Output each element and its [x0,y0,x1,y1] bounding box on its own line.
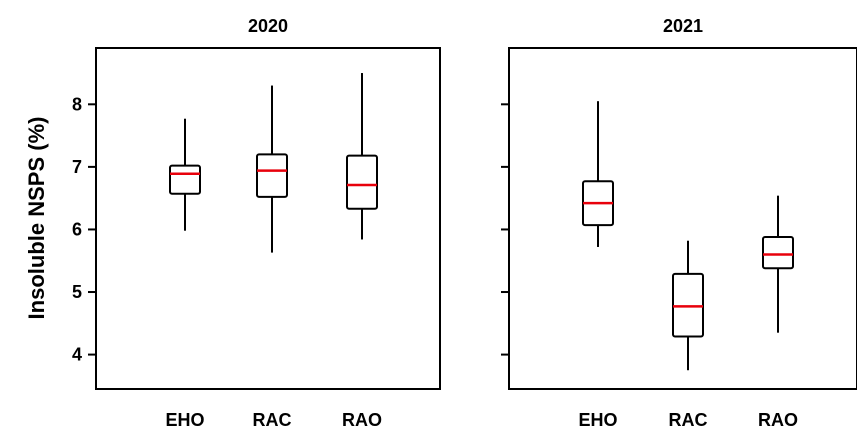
category-label-2021-RAO: RAO [758,410,798,430]
panel-title-2020: 2020 [248,16,288,36]
category-label-2021-EHO: EHO [578,410,617,430]
box-2020-RAO [346,154,378,210]
panel-frame-2021 [508,47,857,390]
y-tick-label-4: 4 [72,345,82,365]
category-label-2020-EHO: EHO [165,410,204,430]
panel-frame-2020 [95,47,441,390]
category-label-2021-RAC: RAC [669,410,708,430]
box-2021-RAO [762,235,794,270]
category-label-2020-RAC: RAC [253,410,292,430]
box-2020-RAC [256,153,288,198]
y-axis-label: Insoluble NSPS (%) [24,117,49,320]
box-2020-EHO [169,164,201,195]
category-label-2020-RAO: RAO [342,410,382,430]
y-tick-label-6: 6 [72,219,82,239]
box-2021-RAC [672,272,704,338]
y-tick-label-5: 5 [72,282,82,302]
y-tick-label-8: 8 [72,94,82,114]
panel-title-2021: 2021 [663,16,703,36]
y-tick-label-7: 7 [72,157,82,177]
